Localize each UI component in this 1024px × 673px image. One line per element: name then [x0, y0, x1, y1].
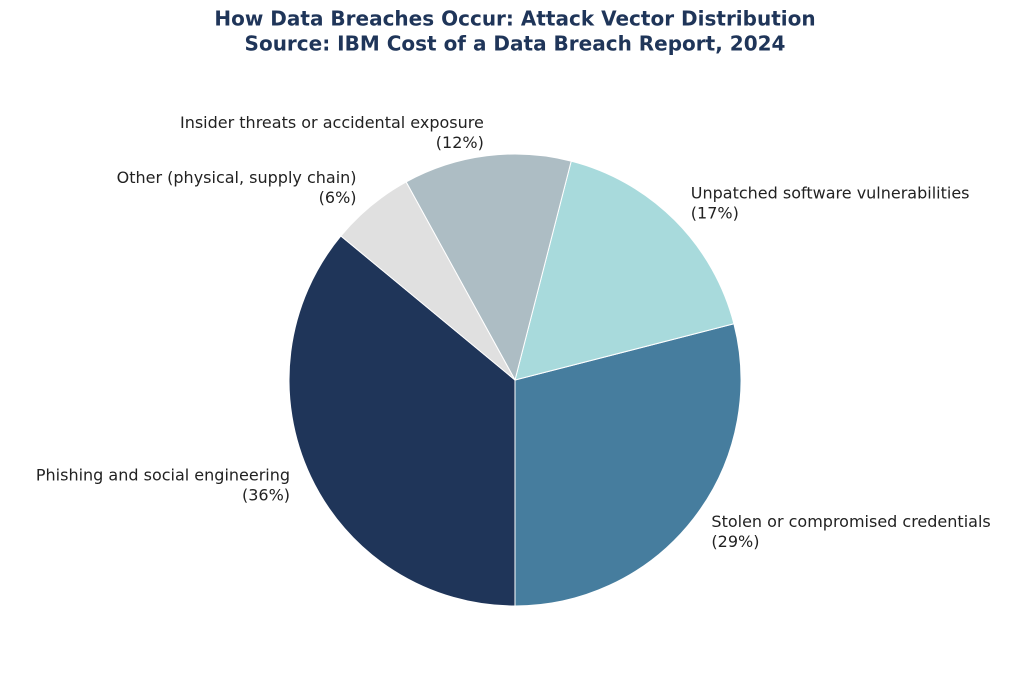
- slice-label: Unpatched software vulnerabilities: [691, 184, 970, 203]
- slice-value-label: (36%): [242, 485, 290, 504]
- pie-slice: [514, 160, 735, 381]
- pie-slice: [340, 181, 516, 381]
- chart-title: How Data Breaches Occur: Attack Vector D…: [214, 7, 815, 31]
- slice-label: Stolen or compromised credentials: [711, 512, 990, 531]
- slice-value-label: (6%): [319, 188, 357, 207]
- pie-slice: [514, 323, 742, 607]
- slice-label: Insider threats or accidental exposure: [180, 113, 484, 132]
- pie-slice: [405, 153, 572, 382]
- slice-value-label: (17%): [691, 204, 739, 223]
- slice-label: Phishing and social engineering: [36, 465, 290, 484]
- chart-subtitle: Source: IBM Cost of a Data Breach Report…: [245, 32, 786, 56]
- slice-value-label: (29%): [711, 532, 759, 551]
- slice-value-label: (12%): [436, 133, 484, 152]
- pie-slice: [288, 235, 516, 607]
- slice-label: Other (physical, supply chain): [117, 168, 357, 187]
